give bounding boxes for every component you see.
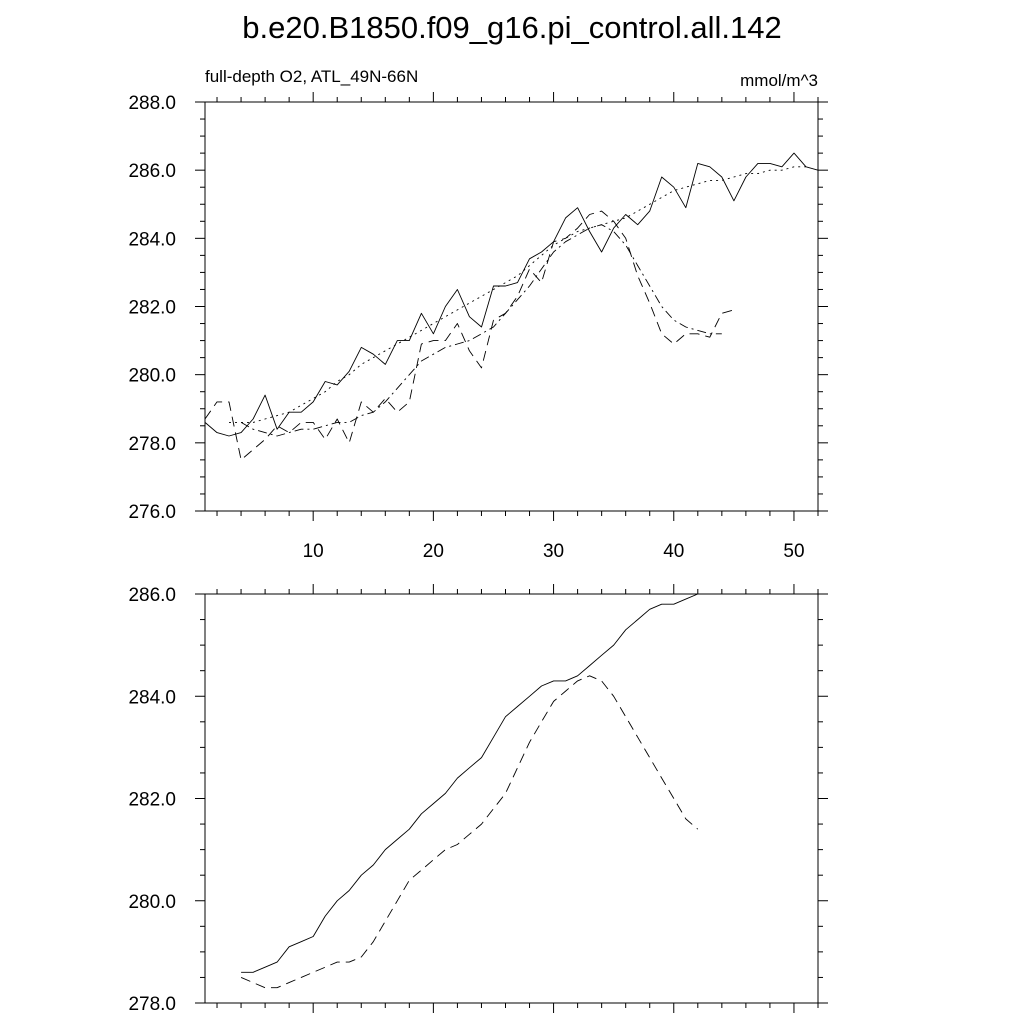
y-tick-label: 278.0 — [128, 434, 176, 455]
x-tick-label: 30 — [543, 541, 564, 562]
y-tick-label: 278.0 — [128, 994, 176, 1015]
series-line-dotted — [229, 166, 806, 423]
y-tick-label: 280.0 — [128, 892, 176, 913]
y-tick-label: 282.0 — [128, 790, 176, 811]
x-tick-label: 40 — [663, 541, 684, 562]
y-tick-label: 288.0 — [128, 93, 176, 114]
y-tick-label: 284.0 — [128, 687, 176, 708]
x-tick-label: 50 — [783, 541, 804, 562]
y-tick-label: 284.0 — [128, 229, 176, 250]
series-line-dashed — [240, 675, 699, 989]
top-panel-subtitle-right: mmol/m^3 — [740, 71, 818, 90]
top-panel-subtitle-left: full-depth O2, ATL_49N-66N — [205, 67, 418, 86]
y-tick-label: 276.0 — [128, 502, 176, 523]
plot-frame — [204, 101, 819, 512]
series-line-solid — [241, 593, 782, 973]
plot-frame — [204, 593, 819, 1004]
series-line-dashed — [204, 210, 735, 461]
y-tick-label: 282.0 — [128, 298, 176, 319]
y-tick-label: 286.0 — [128, 585, 176, 606]
series-line-solid — [204, 152, 819, 437]
series-line-dash-dot — [240, 224, 722, 437]
x-tick-label: 10 — [303, 541, 324, 562]
bottom-panel: 278.0 280.0 282.0 284.0 286.0 — [128, 584, 828, 1015]
y-tick-label: 280.0 — [128, 366, 176, 387]
x-tick-label: 20 — [423, 541, 444, 562]
y-tick-label: 286.0 — [128, 161, 176, 182]
top-panel: full-depth O2, ATL_49N-66N mmol/m^3 276.… — [128, 67, 828, 562]
chart-title: b.e20.B1850.f09_g16.pi_control.all.142 — [242, 10, 782, 45]
